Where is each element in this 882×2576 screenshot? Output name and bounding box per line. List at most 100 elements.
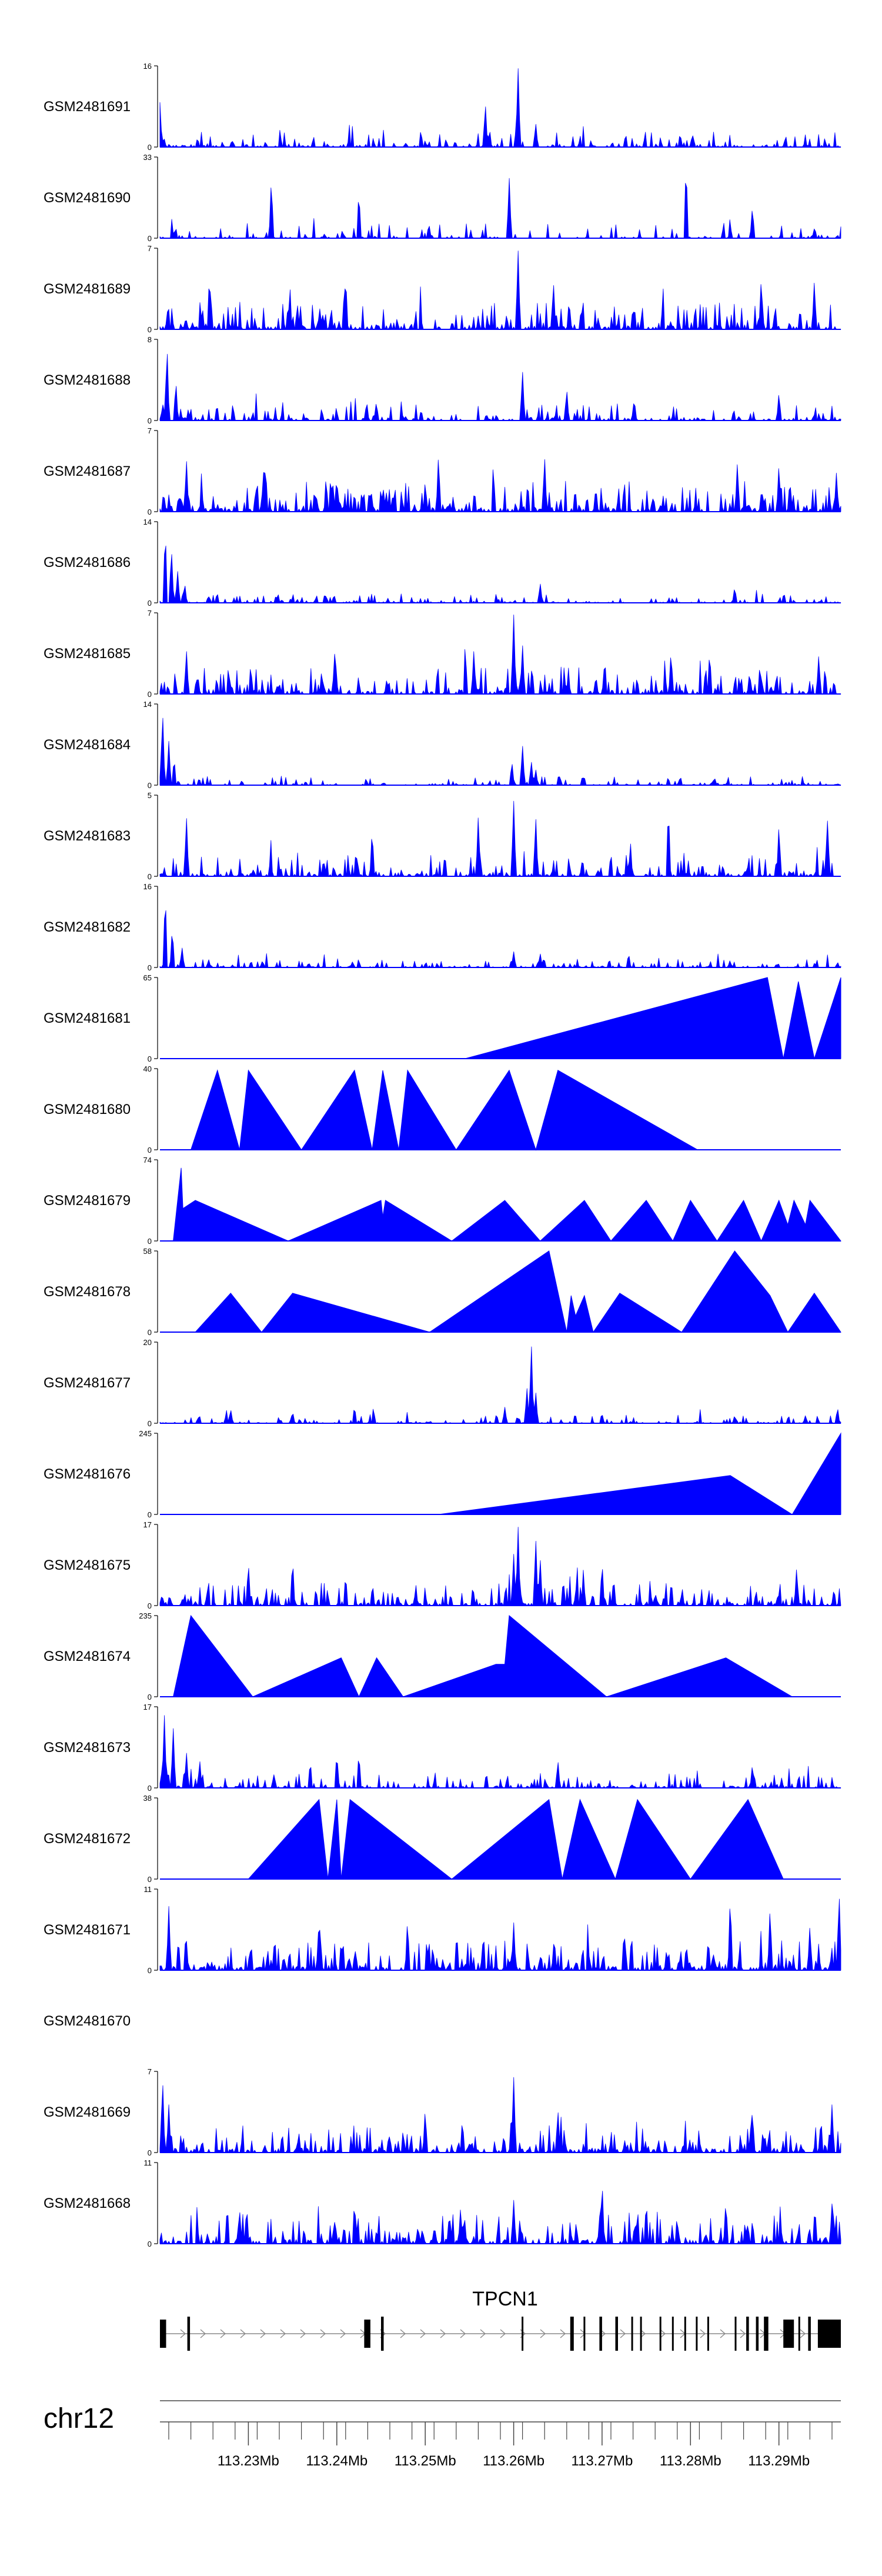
strand-arrow bbox=[180, 2329, 186, 2338]
track-GSM2481688: GSM2481688 8 0 bbox=[44, 335, 841, 425]
track-GSM2481676: GSM2481676 245 0 bbox=[44, 1429, 841, 1519]
coverage-area bbox=[159, 800, 841, 877]
strand-arrow bbox=[800, 2329, 806, 2338]
track-GSM2481679: GSM2481679 74 0 bbox=[44, 1156, 842, 1246]
y-tick-label-max: 7 bbox=[148, 2067, 152, 2076]
track-GSM2481686: GSM2481686 14 0 bbox=[44, 518, 841, 608]
track-GSM2481677: GSM2481677 20 0 bbox=[44, 1338, 841, 1428]
y-tick-label-zero: 0 bbox=[148, 872, 152, 881]
exon bbox=[640, 2317, 642, 2351]
exon bbox=[684, 2317, 686, 2351]
coverage-area bbox=[159, 545, 841, 603]
gene-name: TPCN1 bbox=[472, 2288, 537, 2310]
track-GSM2481683: GSM2481683 5 0 bbox=[44, 791, 841, 881]
y-tick-label-max: 7 bbox=[148, 426, 152, 435]
y-tick-label-max: 65 bbox=[143, 973, 152, 982]
track-label: GSM2481677 bbox=[44, 1375, 131, 1391]
track-label: GSM2481686 bbox=[44, 555, 131, 570]
y-tick-label-zero: 0 bbox=[148, 416, 152, 425]
track-label: GSM2481676 bbox=[44, 1466, 131, 1482]
strand-arrow bbox=[320, 2329, 326, 2338]
y-tick-label-zero: 0 bbox=[148, 143, 152, 152]
x-tick-label: 113.29Mb bbox=[748, 2453, 810, 2469]
strand-arrow bbox=[420, 2329, 426, 2338]
y-tick-label-zero: 0 bbox=[148, 2148, 152, 2157]
strand-arrow bbox=[740, 2329, 746, 2338]
y-tick-label-max: 74 bbox=[143, 1156, 152, 1164]
exon bbox=[364, 2320, 370, 2348]
coverage-area bbox=[173, 1167, 842, 1242]
y-tick-label-zero: 0 bbox=[148, 1055, 152, 1063]
track-GSM2481691: GSM2481691 16 0 bbox=[44, 62, 841, 152]
coverage-area bbox=[159, 1527, 841, 1606]
strand-arrow bbox=[640, 2329, 646, 2338]
strand-arrow bbox=[660, 2329, 666, 2338]
strand-arrow bbox=[240, 2329, 246, 2338]
track-label: GSM2481683 bbox=[44, 828, 131, 844]
y-tick-label-zero: 0 bbox=[148, 1510, 152, 1519]
coverage-area bbox=[159, 1346, 841, 1424]
x-tick-label: 113.25Mb bbox=[395, 2453, 456, 2469]
x-tick-label: 113.27Mb bbox=[571, 2453, 633, 2469]
y-tick-label-zero: 0 bbox=[148, 690, 152, 699]
y-tick-label-max: 235 bbox=[139, 1611, 152, 1620]
track-label: GSM2481685 bbox=[44, 646, 131, 662]
y-tick-label-max: 20 bbox=[143, 1338, 152, 1347]
track-GSM2481685: GSM2481685 7 0 bbox=[44, 609, 841, 699]
track-GSM2481684: GSM2481684 14 0 bbox=[44, 700, 841, 790]
strand-arrow bbox=[260, 2329, 266, 2338]
coverage-area bbox=[159, 2191, 841, 2244]
track-GSM2481670: GSM2481670 bbox=[44, 2013, 131, 2029]
coverage-area bbox=[159, 459, 841, 512]
track-label: GSM2481688 bbox=[44, 372, 131, 388]
track-GSM2481675: GSM2481675 17 0 bbox=[44, 1520, 841, 1610]
y-tick-label-zero: 0 bbox=[148, 1601, 152, 1610]
coverage-area bbox=[248, 1798, 784, 1880]
y-tick-label-max: 7 bbox=[148, 244, 152, 253]
strand-arrow bbox=[540, 2329, 546, 2338]
y-tick-label-zero: 0 bbox=[148, 963, 152, 972]
y-tick-label-max: 7 bbox=[148, 609, 152, 618]
track-GSM2481680: GSM2481680 40 0 bbox=[44, 1065, 841, 1154]
y-tick-label-max: 14 bbox=[143, 700, 152, 709]
y-tick-label-zero: 0 bbox=[148, 1966, 152, 1975]
y-tick-label-zero: 0 bbox=[148, 1875, 152, 1884]
track-label: GSM2481690 bbox=[44, 190, 131, 206]
x-tick-label: 113.23Mb bbox=[218, 2453, 279, 2469]
track-label: GSM2481675 bbox=[44, 1557, 131, 1573]
coverage-area bbox=[159, 1715, 841, 1788]
y-tick-label-max: 16 bbox=[143, 62, 152, 71]
x-tick-label: 113.28Mb bbox=[660, 2453, 721, 2469]
strand-arrow bbox=[340, 2329, 346, 2338]
chromosome-label: chr12 bbox=[44, 2403, 114, 2434]
strand-arrow bbox=[220, 2329, 226, 2338]
track-GSM2481690: GSM2481690 33 0 bbox=[44, 153, 841, 243]
y-tick-label-zero: 0 bbox=[148, 1419, 152, 1428]
track-GSM2481668: GSM2481668 11 0 bbox=[44, 2158, 841, 2248]
strand-arrow bbox=[280, 2329, 286, 2338]
exon bbox=[187, 2317, 191, 2351]
track-label: GSM2481689 bbox=[44, 281, 131, 297]
track-GSM2481669: GSM2481669 7 0 bbox=[44, 2067, 841, 2157]
strand-arrow bbox=[460, 2329, 466, 2338]
gene-model: TPCN1 bbox=[160, 2288, 841, 2351]
y-tick-label-zero: 0 bbox=[148, 234, 152, 243]
track-GSM2481687: GSM2481687 7 0 bbox=[44, 426, 841, 516]
y-tick-label-max: 5 bbox=[148, 791, 152, 800]
coverage-area bbox=[159, 1898, 841, 1971]
genome-axis: 113.23Mb 113.24Mb 113.25Mb 113.26Mb 113.27Mb… bbox=[160, 2400, 841, 2469]
track-GSM2481689: GSM2481689 7 0 bbox=[44, 244, 841, 334]
y-tick-label-max: 8 bbox=[148, 335, 152, 344]
strand-arrow bbox=[560, 2329, 566, 2338]
exon bbox=[817, 2320, 841, 2348]
y-tick-label-max: 16 bbox=[143, 882, 152, 891]
track-label: GSM2481680 bbox=[44, 1102, 131, 1117]
y-tick-label-max: 11 bbox=[144, 1885, 152, 1894]
exon bbox=[583, 2317, 586, 2351]
strand-arrow bbox=[700, 2329, 706, 2338]
y-tick-label-max: 14 bbox=[143, 518, 152, 526]
track-label: GSM2481673 bbox=[44, 1740, 131, 1756]
y-tick-label-max: 33 bbox=[143, 153, 152, 162]
y-tick-label-zero: 0 bbox=[148, 1693, 152, 1701]
